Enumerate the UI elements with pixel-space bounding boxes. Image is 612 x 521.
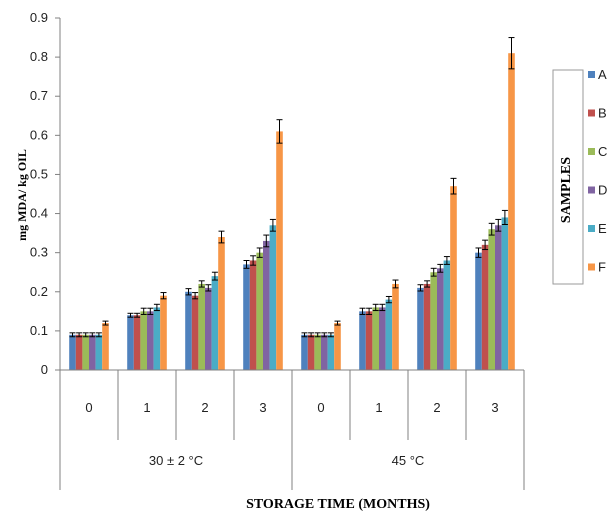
- bar: [372, 307, 379, 370]
- x-tick-label: 0: [85, 400, 92, 415]
- y-axis-label: mg MDA/ kg OIL: [15, 149, 29, 241]
- legend-label: B: [598, 106, 607, 121]
- x-tick-label: 1: [143, 400, 150, 415]
- bar: [385, 299, 393, 370]
- y-tick-label: 0.1: [30, 323, 48, 338]
- bar: [314, 334, 321, 370]
- bar: [417, 287, 424, 370]
- bar: [140, 311, 147, 370]
- y-tick-label: 0.2: [30, 284, 48, 299]
- y-axis: 0 0.1 0.2 0.3 0.4 0.5 0.6 0.7 0.8 0.9: [30, 10, 61, 377]
- legend-label: A: [598, 67, 607, 82]
- legend-swatch: [588, 186, 595, 194]
- x-tick-label: 1: [375, 400, 382, 415]
- x-tick-label: 2: [433, 400, 440, 415]
- bar: [276, 131, 283, 370]
- legend-label: F: [598, 260, 606, 275]
- bar: [133, 315, 141, 370]
- x-tick-label: 3: [259, 400, 266, 415]
- bar: [501, 217, 509, 370]
- bar: [82, 334, 89, 370]
- legend-label: C: [598, 144, 607, 159]
- bar: [359, 311, 366, 370]
- bar: [75, 334, 83, 370]
- bar: [365, 311, 373, 370]
- bar: [495, 225, 502, 370]
- bar: [218, 237, 225, 370]
- bar: [102, 323, 109, 370]
- bar: [450, 186, 457, 370]
- legend-box: [552, 69, 584, 285]
- bar: [437, 268, 444, 370]
- group-label: 30 ± 2 °C: [149, 453, 203, 468]
- bar: [269, 225, 277, 370]
- y-tick-label: 0.7: [30, 88, 48, 103]
- y-tick-label: 0.9: [30, 10, 48, 25]
- bar: [127, 315, 134, 370]
- bar: [334, 323, 341, 370]
- y-tick-label: 0.5: [30, 166, 48, 181]
- x-axis: 0 1 2 3 30 ± 2 °C 0 1 2 3 45 °C: [59, 369, 525, 490]
- bar: [475, 252, 482, 370]
- legend-label: E: [598, 221, 607, 236]
- bar: [508, 53, 515, 370]
- bar: [198, 283, 205, 370]
- bar: [211, 276, 219, 370]
- bar: [95, 334, 103, 370]
- bar: [423, 283, 431, 370]
- bar: [89, 334, 96, 370]
- group-label: 45 °C: [392, 453, 425, 468]
- legend-swatch: [588, 109, 595, 117]
- bar: [379, 307, 386, 370]
- x-tick-label: 3: [491, 400, 498, 415]
- y-tick-label: 0: [41, 362, 48, 377]
- bars-layer: [69, 37, 515, 370]
- bar: [205, 287, 212, 370]
- bar: [307, 334, 315, 370]
- bar: [185, 291, 192, 370]
- bar: [443, 260, 451, 370]
- bar: [153, 307, 161, 370]
- x-tick-label: 2: [201, 400, 208, 415]
- x-axis-label: STORAGE TIME (MONTHS): [246, 497, 430, 512]
- bar: [249, 260, 257, 370]
- y-tick-label: 0.4: [30, 206, 48, 221]
- legend-title: SAMPLES: [559, 157, 574, 223]
- bar: [392, 283, 399, 370]
- bar: [191, 295, 199, 370]
- y-tick-label: 0.3: [30, 245, 48, 260]
- y-tick-label: 0.6: [30, 127, 48, 142]
- legend-swatch: [588, 71, 595, 78]
- bar: [69, 334, 76, 370]
- bar: [430, 272, 437, 370]
- legend-swatch: [588, 148, 595, 155]
- x-tick-label: 0: [317, 400, 324, 415]
- legend: SAMPLES A B C D E F: [552, 67, 607, 285]
- bar: [488, 229, 495, 370]
- bar: [263, 240, 270, 370]
- legend-swatch: [588, 263, 595, 271]
- bar: [147, 311, 154, 370]
- bar: [301, 334, 308, 370]
- bar: [160, 295, 167, 370]
- bar: [327, 334, 335, 370]
- legend-swatch: [588, 225, 595, 232]
- bar: [321, 334, 328, 370]
- legend-label: D: [598, 183, 607, 198]
- y-tick-label: 0.8: [30, 49, 48, 64]
- bar: [243, 264, 250, 370]
- bar: [256, 252, 263, 370]
- bar: [481, 244, 489, 370]
